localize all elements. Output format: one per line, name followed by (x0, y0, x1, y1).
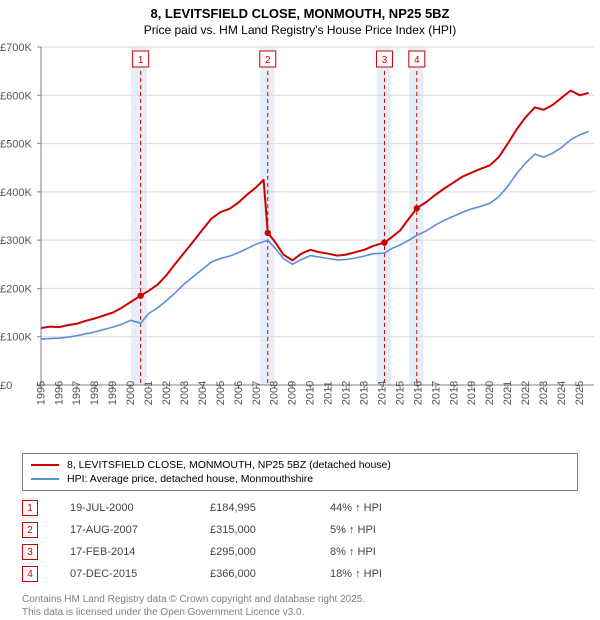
svg-text:1997: 1997 (71, 381, 83, 405)
price-chart: £0 £100K £200K £300K £400K £500K £600K £700K 199… (0, 41, 600, 449)
legend-item-hpi: HPI: Average price, detached house, Monm… (31, 472, 569, 486)
svg-text:2022: 2022 (520, 381, 532, 405)
sale-delta: 44% ↑ HPI (330, 502, 578, 514)
svg-text:2000: 2000 (125, 381, 137, 405)
legend: 8, LEVITSFIELD CLOSE, MONMOUTH, NP25 5BZ… (22, 453, 578, 491)
svg-text:1995: 1995 (35, 381, 47, 405)
sale-marker-icon: 4 (22, 566, 38, 582)
chart-container: £0 £100K £200K £300K £400K £500K £600K £700K 199… (0, 41, 600, 449)
svg-text:2023: 2023 (538, 381, 550, 405)
svg-text:£500K: £500K (0, 139, 32, 151)
table-row: 3 17-FEB-2014 £295,000 8% ↑ HPI (22, 541, 578, 563)
svg-text:2003: 2003 (179, 381, 191, 405)
chart-title: 8, LEVITSFIELD CLOSE, MONMOUTH, NP25 5BZ (0, 6, 600, 21)
table-row: 1 19-JUL-2000 £184,995 44% ↑ HPI (22, 497, 578, 519)
sale-date: 17-AUG-2007 (70, 524, 210, 536)
svg-text:2018: 2018 (448, 381, 460, 405)
sale-marker-icon: 2 (22, 522, 38, 538)
svg-text:£0: £0 (0, 380, 12, 392)
sale-marker-icon: 3 (22, 544, 38, 560)
sale-delta: 8% ↑ HPI (330, 546, 578, 558)
sale-price: £184,995 (210, 502, 330, 514)
svg-text:2010: 2010 (305, 381, 317, 405)
sale-price: £315,000 (210, 524, 330, 536)
svg-text:2009: 2009 (287, 381, 299, 405)
svg-text:2019: 2019 (466, 381, 478, 405)
svg-text:1998: 1998 (89, 381, 101, 405)
sale-marker-icon: 1 (22, 500, 38, 516)
legend-item-price-paid: 8, LEVITSFIELD CLOSE, MONMOUTH, NP25 5BZ… (31, 458, 569, 472)
svg-text:£300K: £300K (0, 235, 32, 247)
sale-delta: 18% ↑ HPI (330, 568, 578, 580)
sale-price: £366,000 (210, 568, 330, 580)
svg-text:2020: 2020 (484, 381, 496, 405)
footer-attribution: Contains HM Land Registry data © Crown c… (22, 593, 578, 619)
svg-text:2012: 2012 (341, 381, 353, 405)
chart-title-block: 8, LEVITSFIELD CLOSE, MONMOUTH, NP25 5BZ… (0, 0, 600, 37)
sale-date: 19-JUL-2000 (70, 502, 210, 514)
footer-line: Contains HM Land Registry data © Crown c… (22, 593, 578, 606)
svg-text:£400K: £400K (0, 187, 32, 199)
svg-text:£200K: £200K (0, 283, 32, 295)
svg-text:2007: 2007 (251, 381, 263, 405)
svg-text:4: 4 (414, 55, 420, 66)
svg-text:2006: 2006 (233, 381, 245, 405)
svg-text:2: 2 (265, 55, 271, 66)
svg-text:£700K: £700K (0, 42, 32, 54)
svg-text:2002: 2002 (161, 381, 173, 405)
svg-text:1999: 1999 (107, 381, 119, 405)
legend-label: HPI: Average price, detached house, Monm… (67, 473, 313, 485)
svg-text:1996: 1996 (53, 381, 65, 405)
svg-text:2021: 2021 (502, 381, 514, 405)
sale-delta: 5% ↑ HPI (330, 524, 578, 536)
svg-text:2015: 2015 (394, 381, 406, 405)
svg-text:£600K: £600K (0, 90, 32, 102)
svg-text:£100K: £100K (0, 332, 32, 344)
chart-subtitle: Price paid vs. HM Land Registry's House … (0, 23, 600, 37)
svg-text:2014: 2014 (376, 381, 388, 405)
sale-price: £295,000 (210, 546, 330, 558)
svg-text:3: 3 (382, 55, 388, 66)
svg-text:2011: 2011 (323, 381, 335, 405)
table-row: 4 07-DEC-2015 £366,000 18% ↑ HPI (22, 563, 578, 585)
svg-text:1: 1 (138, 55, 144, 66)
legend-swatch (31, 478, 59, 480)
svg-text:2013: 2013 (358, 381, 370, 405)
svg-text:2001: 2001 (143, 381, 155, 405)
svg-text:2017: 2017 (430, 381, 442, 405)
legend-label: 8, LEVITSFIELD CLOSE, MONMOUTH, NP25 5BZ… (67, 459, 391, 471)
footer-line: This data is licensed under the Open Gov… (22, 606, 578, 619)
svg-text:2024: 2024 (556, 381, 568, 405)
table-row: 2 17-AUG-2007 £315,000 5% ↑ HPI (22, 519, 578, 541)
sale-date: 17-FEB-2014 (70, 546, 210, 558)
legend-swatch (31, 464, 59, 466)
svg-text:2005: 2005 (215, 381, 227, 405)
sales-table: 1 19-JUL-2000 £184,995 44% ↑ HPI 2 17-AU… (22, 497, 578, 585)
svg-text:2008: 2008 (269, 381, 281, 405)
sale-date: 07-DEC-2015 (70, 568, 210, 580)
svg-text:2004: 2004 (197, 381, 209, 405)
svg-text:2016: 2016 (412, 381, 424, 405)
svg-text:2025: 2025 (574, 381, 586, 405)
